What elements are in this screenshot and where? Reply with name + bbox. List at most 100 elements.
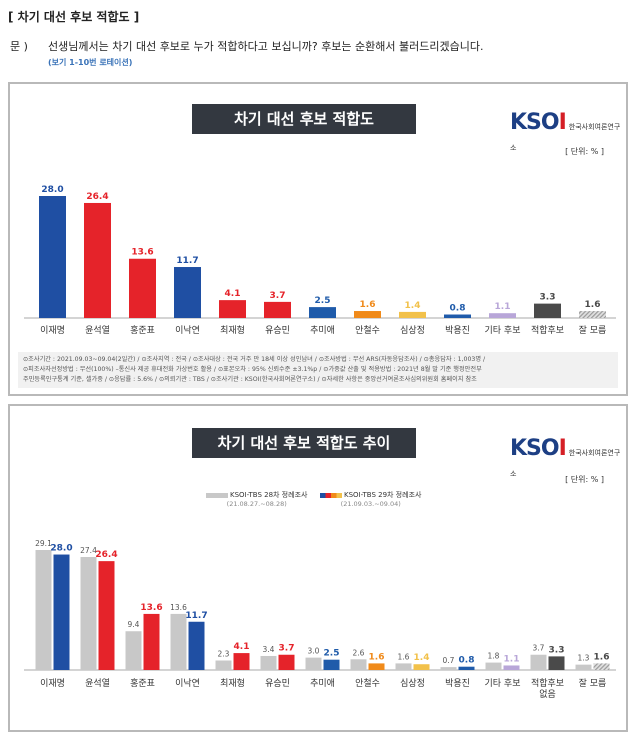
category-label: 최재형 (220, 678, 245, 689)
bar-chart-trend: 29.128.0이재명27.426.4윤석열9.413.6홍준표13.611.7… (24, 539, 616, 700)
category-label: 적합후보 (531, 324, 564, 336)
ksoi-logo: KSOI 한국사회여론연구소 (510, 110, 621, 152)
value-label-curr: 13.6 (140, 603, 162, 613)
bar (399, 311, 426, 318)
unit-label: [ 단위: % ] (565, 475, 604, 484)
value-label-prev: 1.3 (578, 654, 590, 663)
category-label: 잘 모름 (579, 324, 607, 336)
category-label: 안철수 (355, 325, 380, 336)
category-label: 추미애 (310, 678, 335, 689)
bar-prev (215, 660, 232, 670)
value-label-curr: 1.6 (594, 652, 610, 662)
bar (444, 314, 471, 318)
bar-chart-current: 28.0 이재명 26.4 윤석열 13.6 홍준표 11.7 이낙연 4.1 최재형 3.7 유승민… (24, 185, 616, 336)
survey-footnote: ⊙조사기간 : 2021.09.03~09.04(2일간) / ⊙조사지역 : … (18, 352, 618, 388)
value-label: 1.4 (405, 301, 421, 311)
category-label: 이재명 (40, 325, 65, 336)
category-label: 추미애 (310, 325, 335, 336)
legend-curr: KSOI-TBS 29차 정례조사 (21.09.03.~09.04) (320, 490, 421, 508)
question-text: 선생님께서는 차기 대선 후보로 누가 적합하다고 보십니까? 후보는 순환해서… (48, 40, 484, 53)
chart-panel-current: 차기 대선 후보 적합도 KSOI 한국사회여론연구소 [ 단위: % ] 28.… (8, 82, 628, 396)
value-label-curr: 2.5 (324, 649, 340, 659)
category-label: 최재형 (220, 325, 245, 336)
bar-prev (260, 655, 277, 670)
value-label: 4.1 (225, 289, 241, 299)
value-label-curr: 11.7 (185, 611, 207, 621)
bar-prev (395, 663, 412, 670)
bar (354, 311, 381, 318)
bar-curr (233, 653, 250, 670)
question-note: (보기 1-10번 로테이션) (48, 58, 133, 67)
value-label: 1.6 (360, 300, 376, 310)
value-label: 26.4 (86, 192, 108, 202)
value-label-prev: 2.6 (353, 648, 365, 657)
value-label-prev: 3.7 (533, 644, 545, 653)
bar-prev (80, 557, 97, 670)
bar-curr (143, 613, 160, 670)
category-label: 적합후보 (531, 677, 564, 689)
value-label-prev: 0.7 (443, 656, 455, 665)
chart-title: 차기 대선 후보 적합도 (192, 104, 416, 134)
value-label-curr: 26.4 (95, 550, 117, 560)
value-label-prev: 3.4 (263, 645, 275, 654)
bar (39, 196, 66, 318)
value-label-prev: 1.8 (488, 652, 500, 661)
legend-prev: KSOI-TBS 28차 정례조사 (21.08.27.~08.28) (206, 490, 307, 508)
bar-curr (278, 654, 295, 670)
bar-prev (530, 654, 547, 670)
bar (264, 301, 291, 318)
question: 문 ) 선생님께서는 차기 대선 후보로 누가 적합하다고 보십니까? 후보는 순… (10, 38, 483, 54)
value-label-curr: 3.3 (549, 645, 565, 655)
category-label: 없음 (539, 689, 556, 700)
value-label: 3.7 (270, 291, 286, 301)
value-label-curr: 1.4 (414, 653, 430, 663)
ksoi-logo: KSOI 한국사회여론연구소 (510, 436, 621, 478)
chart-title-trend: 차기 대선 후보 적합도 추이 (192, 428, 416, 458)
value-label-curr: 1.6 (369, 652, 385, 662)
category-label: 심상정 (400, 678, 425, 689)
value-label-prev: 27.4 (80, 546, 97, 555)
bar (489, 313, 516, 318)
value-label-prev: 2.3 (218, 650, 230, 659)
bar (129, 258, 156, 318)
category-label: 박용진 (445, 678, 470, 689)
legend-swatch-curr (320, 492, 342, 498)
bar-prev (170, 613, 187, 670)
bar-curr (458, 666, 475, 670)
category-label: 윤석열 (85, 325, 110, 336)
bar-curr (53, 554, 70, 670)
value-label: 28.0 (41, 185, 63, 195)
value-label: 1.6 (585, 300, 601, 310)
value-label-curr: 0.8 (459, 656, 475, 666)
bar-curr (593, 663, 610, 670)
value-label-curr: 3.7 (279, 644, 295, 654)
bar-curr (503, 665, 520, 670)
bar-curr (323, 659, 340, 670)
category-label: 유승민 (265, 325, 290, 336)
bar (174, 267, 201, 318)
value-label: 3.3 (540, 293, 556, 303)
bar-prev (485, 662, 502, 670)
value-label: 1.1 (495, 302, 511, 312)
section-header: [ 차기 대선 후보 적합도 ] (8, 10, 140, 24)
category-label: 심상정 (400, 325, 425, 336)
value-label-curr: 4.1 (234, 642, 250, 652)
value-label-prev: 9.4 (128, 620, 140, 629)
category-label: 잘 모름 (579, 677, 607, 689)
bar (309, 307, 336, 318)
bar-prev (440, 667, 457, 670)
unit-label: [ 단위: % ] (565, 147, 604, 156)
category-label: 이낙연 (175, 678, 200, 689)
bar-curr (548, 656, 565, 670)
value-label-prev: 29.1 (35, 539, 52, 548)
bar (534, 303, 561, 318)
value-label-prev: 3.0 (308, 647, 320, 656)
bar-prev (305, 657, 322, 670)
bar (84, 202, 111, 318)
bar (579, 311, 606, 318)
legend-swatch-prev (206, 492, 228, 498)
bar-prev (35, 550, 52, 670)
category-label: 안철수 (355, 678, 380, 689)
chart-panel-trend: 차기 대선 후보 적합도 추이 KSOI 한국사회여론연구소 [ 단위: % ] … (8, 404, 628, 732)
value-label: 11.7 (176, 256, 198, 266)
